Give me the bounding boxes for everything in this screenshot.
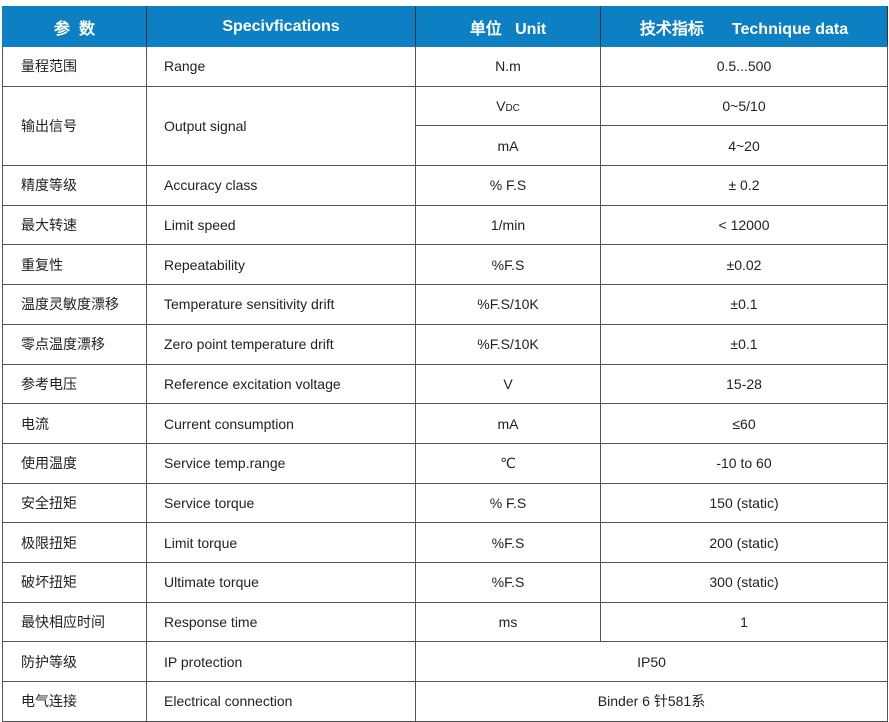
unit-cell: ms — [415, 601, 601, 643]
unit-cell: %F.S — [415, 244, 601, 286]
spec-table: 参 数 Specivfications 单位 Unit 技术指标 Techniqu… — [2, 6, 888, 722]
unit-cell: 1/min — [415, 204, 601, 246]
value-cell: 200 (static) — [600, 522, 888, 563]
param-cn: 破坏扭矩 — [2, 561, 147, 603]
param-en: Limit speed — [146, 204, 416, 246]
unit-text: V — [496, 98, 506, 115]
unit-cell: mA — [415, 125, 601, 167]
param-en: Repeatability — [146, 244, 416, 286]
header-param: 参 数 — [2, 6, 147, 47]
value-cell: 1 — [600, 601, 888, 643]
param-cn: 参考电压 — [2, 363, 147, 405]
table-row: 极限扭矩 Limit torque %F.S 200 (static) — [2, 522, 888, 563]
param-cn: 最快相应时间 — [2, 601, 147, 643]
param-cn: 最大转速 — [2, 204, 147, 246]
table-row: 防护等级 IP protection IP50 — [2, 641, 888, 682]
param-en: Response time — [146, 601, 416, 643]
value-cell: 150 (static) — [600, 482, 888, 524]
param-cn: 使用温度 — [2, 442, 147, 484]
table-row: 安全扭矩 Service torque% F.S 150 (static) — [2, 482, 888, 524]
unit-subscript: DC — [505, 103, 520, 115]
table-row: 最大转速 Limit speed 1/min < 12000 — [2, 204, 888, 246]
param-en: Electrical connection — [146, 681, 416, 722]
param-en: Limit torque — [146, 522, 416, 563]
param-en: Temperature sensitivity drift — [146, 284, 416, 325]
unit-cell: mA — [415, 403, 601, 444]
value-cell: ≤60 — [600, 403, 888, 444]
header-unit-cn: 单位 — [469, 20, 502, 38]
header-unit: 单位 Unit — [415, 6, 601, 47]
header-unit-en: Unit — [515, 20, 547, 38]
unit-cell: %F.S — [415, 561, 601, 603]
table-row: 参考电压 Reference excitation voltage V 15-28 — [2, 363, 888, 405]
param-cn: 输出信号 — [2, 85, 147, 167]
value-cell: ±0.02 — [600, 244, 888, 286]
unit-cell: % F.S — [415, 482, 601, 524]
header-spec: Specivfications — [146, 6, 416, 47]
header-data-cn: 技术指标 — [639, 20, 704, 38]
table-row: 温度灵敏度漂移 Temperature sensitivity drift %F.S… — [2, 284, 888, 325]
param-cn: 极限扭矩 — [2, 522, 147, 563]
value-cell: 0.5...500 — [600, 46, 888, 87]
value-cell: 4~20 — [600, 125, 888, 167]
value-cell: 300 (static) — [600, 561, 888, 603]
table-row: 破坏扭矩 Ultimate torque %F.S 300 (static) — [2, 561, 888, 603]
param-en: Ultimate torque — [146, 561, 416, 603]
table-row: 最快相应时间 Response time ms 1 — [2, 601, 888, 643]
param-cn: 电气连接 — [2, 681, 147, 722]
header-data-en: Technique data — [731, 20, 849, 38]
param-en: Current consumption — [146, 403, 416, 444]
unit-cell: %F.S — [415, 522, 601, 563]
param-en: Service torque — [146, 482, 416, 524]
param-en: Range — [146, 46, 416, 87]
param-cn: 精度等级 — [2, 165, 147, 206]
value-cell: 15-28 — [600, 363, 888, 405]
merged-value-cell: Binder 6 针581系 — [415, 681, 888, 722]
merged-value-cell: IP50 — [415, 641, 888, 682]
unit-cell: V — [415, 363, 601, 405]
table-row: 使用温度 Service temp.range ℃ -10 to 60 — [2, 442, 888, 484]
table-row: 零点温度漂移 Zero point temperature drift %F.S/1… — [2, 323, 888, 365]
param-cn: 安全扭矩 — [2, 482, 147, 524]
param-en: Reference excitation voltage — [146, 363, 416, 405]
value-cell: ± 0.2 — [600, 165, 888, 206]
value-cell: ±0.1 — [600, 284, 888, 325]
value-cell: -10 to 60 — [600, 442, 888, 484]
param-en: IP protection — [146, 641, 416, 682]
unit-cell: %F.S/10K — [415, 323, 601, 365]
param-en: Accuracy class — [146, 165, 416, 206]
table-row: 精度等级 Accuracy class% F.S ± 0.2 — [2, 165, 888, 206]
table-row: 电气连接 Electrical connection Binder 6 针581系 — [2, 681, 888, 722]
param-cn: 量程范围 — [2, 46, 147, 87]
param-en: Service temp.range — [146, 442, 416, 484]
value-cell: < 12000 — [600, 204, 888, 246]
table-row: 量程范围 Range N.m 0.5...500 — [2, 46, 888, 87]
unit-cell: VDC — [415, 85, 601, 127]
param-cn: 温度灵敏度漂移 — [2, 284, 147, 325]
unit-cell: ℃ — [415, 442, 601, 484]
table-row: 电流 Current consumption mA ≤60 — [2, 403, 888, 444]
param-cn: 零点温度漂移 — [2, 323, 147, 365]
header-data: 技术指标 Technique data — [600, 6, 888, 47]
param-en: Zero point temperature drift — [146, 323, 416, 365]
param-cn: 电流 — [2, 403, 147, 444]
unit-cell: %F.S/10K — [415, 284, 601, 325]
param-en: Output signal — [146, 85, 416, 167]
value-cell: ±0.1 — [600, 323, 888, 365]
param-cn: 防护等级 — [2, 641, 147, 682]
unit-cell: N.m — [415, 46, 601, 87]
table-row: 重复性 Repeatability %F.S ±0.02 — [2, 244, 888, 286]
param-cn: 重复性 — [2, 244, 147, 286]
table-row: 输出信号 Output signal VDC 0~5/10 — [2, 85, 888, 167]
table-row: mA 4~20 — [3, 125, 888, 167]
value-cell: 0~5/10 — [600, 85, 888, 127]
header-row: 参 数 Specivfications 单位 Unit 技术指标 Techniqu… — [2, 6, 888, 47]
unit-cell: % F.S — [415, 165, 601, 206]
